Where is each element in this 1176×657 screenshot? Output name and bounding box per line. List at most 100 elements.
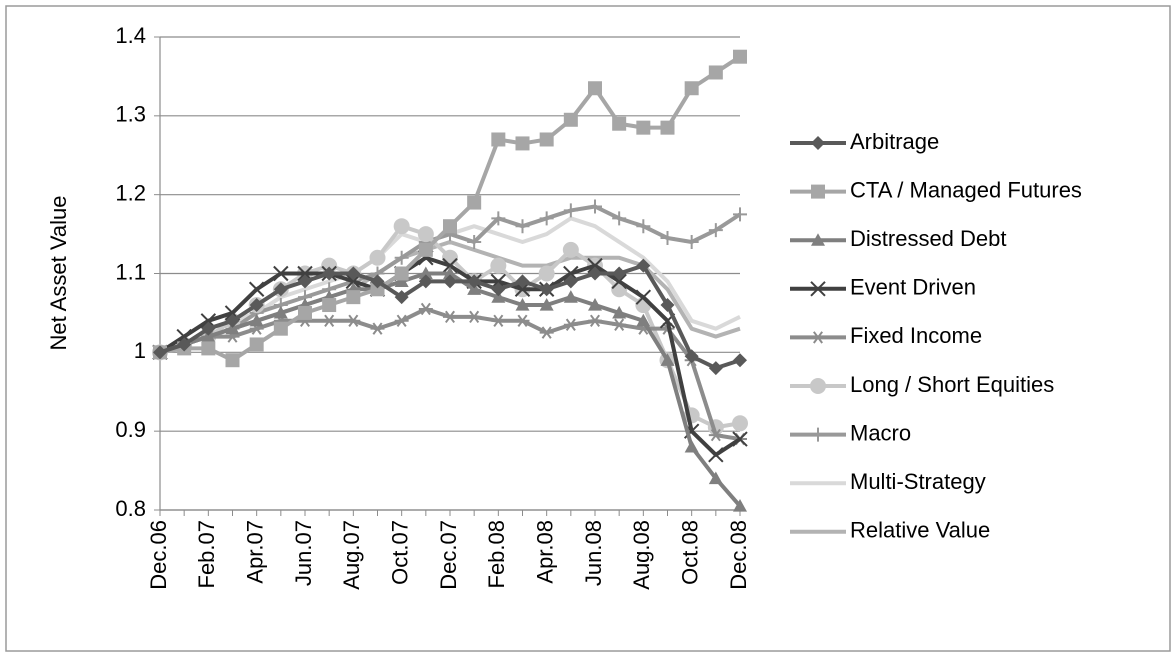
marker xyxy=(811,233,825,246)
marker xyxy=(708,65,723,80)
series xyxy=(153,49,747,368)
legend-label: Relative Value xyxy=(850,518,990,543)
marker xyxy=(733,207,747,222)
marker xyxy=(563,318,578,331)
marker xyxy=(418,266,433,280)
marker xyxy=(708,471,723,485)
marker xyxy=(298,305,312,320)
marker xyxy=(539,326,554,339)
marker xyxy=(491,211,506,226)
marker xyxy=(418,302,433,316)
marker xyxy=(491,314,506,327)
marker xyxy=(588,314,602,327)
marker xyxy=(248,281,265,297)
series xyxy=(153,258,747,376)
marker xyxy=(660,298,675,313)
marker xyxy=(394,274,409,287)
marker xyxy=(810,378,826,394)
marker xyxy=(467,274,482,289)
marker xyxy=(539,211,554,226)
marker xyxy=(393,218,410,235)
marker xyxy=(515,314,530,327)
marker xyxy=(417,226,434,243)
x-tick-label: Dec.08 xyxy=(726,520,751,590)
marker xyxy=(443,274,457,289)
marker xyxy=(636,219,651,234)
marker xyxy=(249,337,264,352)
marker xyxy=(708,428,723,442)
marker xyxy=(153,345,167,360)
marker xyxy=(515,136,530,151)
marker xyxy=(346,266,361,281)
marker xyxy=(612,116,627,131)
marker xyxy=(636,313,651,327)
marker xyxy=(588,266,602,281)
marker xyxy=(467,195,482,210)
marker xyxy=(684,81,699,96)
marker xyxy=(369,249,386,266)
marker xyxy=(443,266,457,280)
marker xyxy=(418,242,433,257)
marker xyxy=(563,112,578,127)
marker xyxy=(515,219,530,234)
marker xyxy=(811,184,825,199)
y-tick-label: 1.2 xyxy=(115,180,146,205)
marker xyxy=(563,290,578,303)
marker xyxy=(636,258,651,273)
marker xyxy=(394,314,409,327)
marker xyxy=(322,266,337,281)
y-tick-label: 1 xyxy=(134,338,146,363)
marker xyxy=(273,321,288,336)
marker xyxy=(467,310,482,324)
marker xyxy=(660,120,675,135)
marker xyxy=(491,282,506,297)
y-tick-label: 0.8 xyxy=(115,496,146,521)
marker xyxy=(225,321,240,335)
x-tick-label: Feb.07 xyxy=(194,520,219,589)
marker xyxy=(612,305,627,319)
marker xyxy=(442,257,458,274)
x-tick-label: Apr.08 xyxy=(532,520,557,584)
marker xyxy=(322,298,337,313)
marker xyxy=(810,281,826,297)
marker xyxy=(588,81,602,96)
marker xyxy=(177,337,192,352)
marker xyxy=(562,241,579,258)
marker xyxy=(660,353,675,366)
marker xyxy=(394,250,409,265)
marker xyxy=(708,361,723,376)
marker xyxy=(635,289,652,305)
y-axis-title: Net Asset Value xyxy=(46,196,71,351)
marker xyxy=(732,431,748,447)
marker xyxy=(732,415,748,432)
marker xyxy=(346,314,361,327)
x-tick-label: Dec.07 xyxy=(436,520,461,590)
marker xyxy=(563,203,578,218)
marker xyxy=(491,132,506,147)
y-tick-label: 0.9 xyxy=(115,417,146,442)
marker xyxy=(249,298,264,313)
x-tick-label: Oct.07 xyxy=(387,520,412,585)
marker xyxy=(811,331,825,344)
marker xyxy=(515,274,530,289)
marker xyxy=(346,290,361,305)
x-tick-label: Jun.07 xyxy=(291,520,316,586)
legend-label: Arbitrage xyxy=(850,129,939,154)
marker xyxy=(588,199,602,214)
x-tick-label: Feb.08 xyxy=(484,520,509,589)
marker xyxy=(225,313,240,328)
legend-label: Distressed Debt xyxy=(850,226,1007,251)
marker xyxy=(811,427,825,442)
marker xyxy=(491,290,506,303)
marker xyxy=(443,310,457,324)
x-tick-label: Apr.07 xyxy=(242,520,267,584)
marker xyxy=(733,499,747,512)
marker xyxy=(394,266,409,281)
marker xyxy=(515,298,530,311)
marker xyxy=(684,439,699,453)
marker xyxy=(370,322,385,335)
marker xyxy=(539,298,554,311)
legend-label: Event Driven xyxy=(850,275,976,300)
marker xyxy=(539,132,554,147)
marker xyxy=(684,234,699,249)
